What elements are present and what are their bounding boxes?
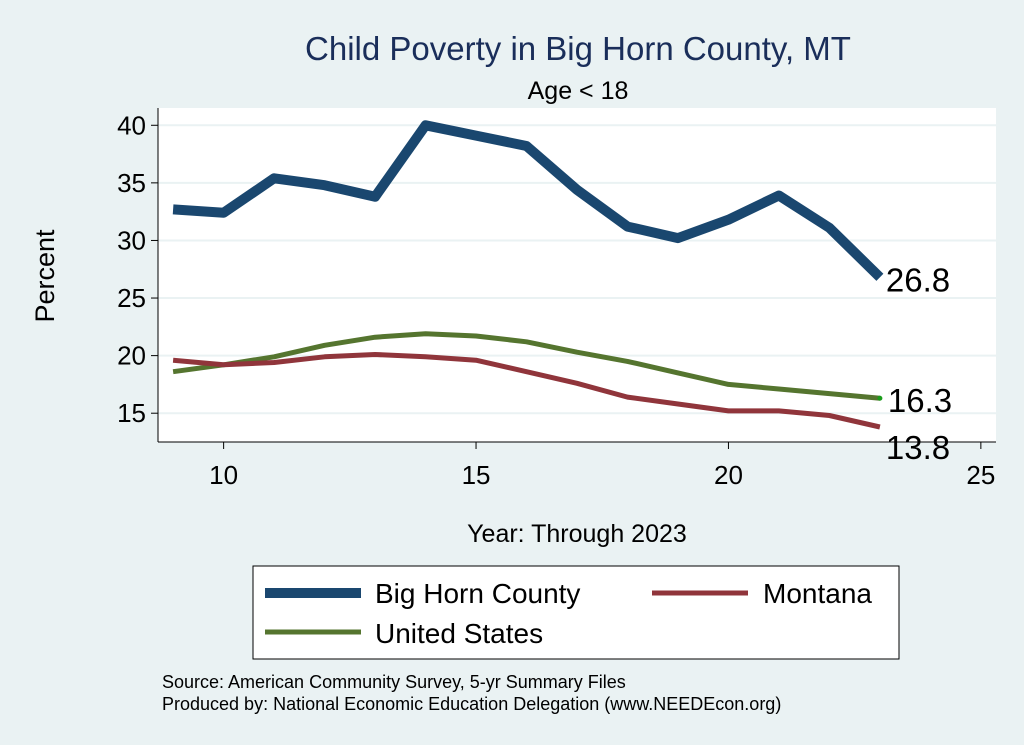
- y-tick-label-15: 15: [117, 398, 146, 428]
- x-tick-label-10: 10: [209, 460, 238, 490]
- y-tick-label-20: 20: [117, 341, 146, 371]
- y-tick-label-40: 40: [117, 110, 146, 140]
- plot-area: [158, 108, 996, 442]
- producer-note: Produced by: National Economic Education…: [162, 694, 781, 714]
- legend-item-montana: Montana: [652, 578, 872, 609]
- legend-box: [252, 565, 900, 660]
- x-tick-label-15: 15: [462, 460, 491, 490]
- end-labels: 26.8 13.8 16.3: [877, 261, 952, 466]
- x-ticks: 10 15 20 25: [209, 442, 995, 490]
- chart-subtitle: Age < 18: [528, 77, 629, 105]
- legend-item-big-horn-county: Big Horn County: [265, 578, 580, 609]
- y-tick-label-25: 25: [117, 283, 146, 313]
- x-axis-title: Year: Through 2023: [467, 520, 687, 548]
- end-marker-united-states: [877, 395, 883, 401]
- legend-label-montana: Montana: [763, 578, 872, 609]
- end-label-big-horn-county: 26.8: [886, 261, 950, 298]
- series-lines: [172, 120, 884, 430]
- y-axis-title: Percent: [30, 229, 60, 323]
- source-note: Source: American Community Survey, 5-yr …: [162, 672, 626, 692]
- y-tick-label-30: 30: [117, 225, 146, 255]
- legend-label-united-states: United States: [375, 618, 543, 649]
- y-tick-label-35: 35: [117, 168, 146, 198]
- y-ticks: 15 20 25 30 35 40: [117, 110, 158, 428]
- legend-item-united-states: United States: [265, 618, 543, 649]
- end-label-montana: 13.8: [886, 429, 950, 466]
- chart-title: Child Poverty in Big Horn County, MT: [305, 30, 851, 67]
- x-tick-label-20: 20: [714, 460, 743, 490]
- x-tick-label-25: 25: [966, 460, 995, 490]
- end-label-united-states: 16.3: [888, 382, 952, 419]
- legend-label-big-horn-county: Big Horn County: [375, 578, 580, 609]
